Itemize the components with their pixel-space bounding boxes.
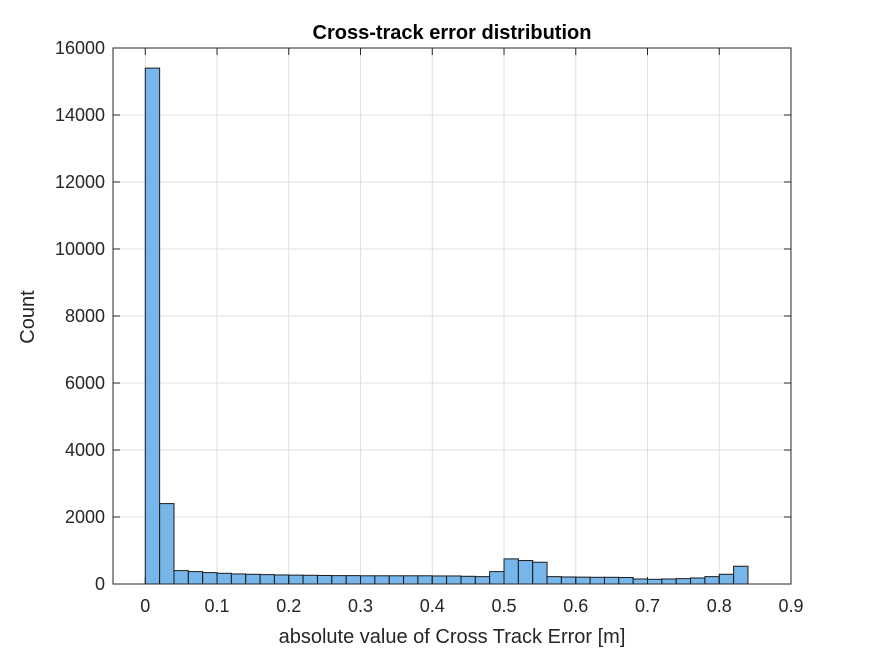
histogram-bar [460,575,476,585]
y-tick-label: 12000 [55,172,105,192]
histogram-bar [704,576,720,585]
histogram-bar [489,571,505,585]
histogram-bar [431,575,448,585]
histogram-bar [503,558,519,585]
x-tick-label: 0.8 [707,596,732,616]
histogram-bar [474,576,491,585]
histogram-bar [144,67,161,585]
histogram-bar [532,561,548,585]
histogram-bar [202,572,218,585]
histogram-bar [560,576,577,585]
histogram-bar [632,578,649,585]
histogram-bar [417,575,433,585]
x-tick-labels: 0 0.1 0.2 0.3 0.4 0.5 0.6 0.7 0.8 0.9 [140,596,803,616]
y-tick-label: 8000 [65,306,105,326]
histogram-bar [288,574,304,585]
histogram-bar [259,574,275,585]
y-tick-labels: 0 2000 4000 6000 8000 10000 12000 14000 16000 [55,38,105,594]
histogram-bar [661,578,677,585]
x-tick-label: 0.2 [276,596,301,616]
x-tick-label: 0.9 [778,596,803,616]
histogram-bar [675,578,692,585]
x-tick-label: 0.7 [635,596,660,616]
histogram-bar [374,575,390,585]
histogram-bar [345,575,362,585]
histogram-bar [331,575,347,585]
y-tick-label: 2000 [65,507,105,527]
histogram-bar [187,571,204,585]
histogram-bar [403,575,419,585]
x-tick-label: 0.6 [563,596,588,616]
histogram-bar [159,503,175,585]
histogram-bar [173,570,189,585]
histogram-bar [517,560,534,585]
histogram-bar [603,576,620,585]
y-tick-label: 10000 [55,239,105,259]
y-tick-label: 6000 [65,373,105,393]
x-tick-label: 0 [140,596,150,616]
y-tick-label: 14000 [55,105,105,125]
histogram-bar [690,577,706,585]
x-tick-label: 0.4 [420,596,445,616]
histogram-bar [302,574,318,585]
y-tick-label: 0 [95,574,105,594]
x-tick-label: 0.3 [348,596,373,616]
histogram-bar [647,578,663,585]
histogram-bar [245,573,261,585]
histogram-bar [546,576,562,585]
histogram-bar [446,575,462,585]
y-axis-label: Count [17,290,39,344]
bars-layer [144,67,749,585]
x-axis-label: absolute value of Cross Track Error [m] [279,626,626,648]
histogram-bar [273,574,290,585]
histogram-bar [733,565,749,585]
histogram-bar [388,575,405,585]
histogram-bar [618,576,634,585]
histogram-bar [230,573,247,585]
x-tick-label: 0.5 [492,596,517,616]
y-tick-label: 16000 [55,38,105,58]
histogram-bar [718,573,735,585]
ticks-layer [113,47,792,585]
y-tick-label: 4000 [65,440,105,460]
histogram-bar [589,576,605,585]
histogram-bar [360,575,376,585]
histogram-bar [316,574,333,585]
x-tick-label: 0.1 [205,596,230,616]
chart-title: Cross-track error distribution [313,22,592,44]
histogram-bar [216,572,232,585]
grid-layer [113,47,792,585]
histogram-bar [575,576,591,585]
